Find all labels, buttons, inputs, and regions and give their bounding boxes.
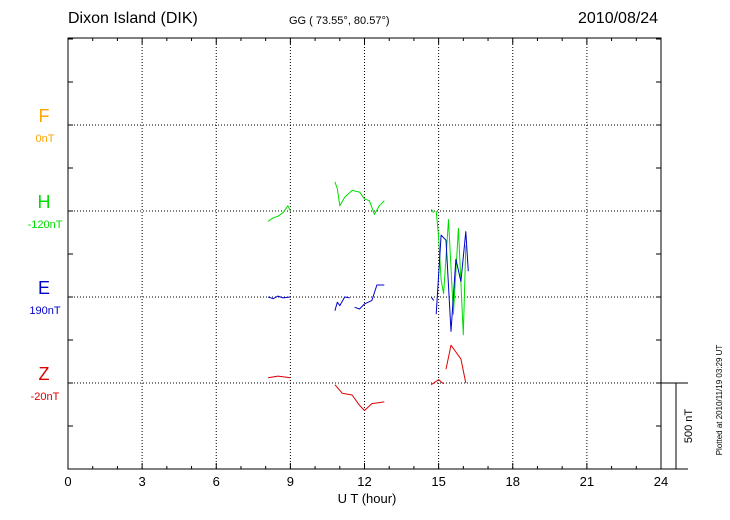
component-label-e: E bbox=[38, 278, 50, 298]
series-z-segment bbox=[430, 379, 444, 386]
x-tick-label: 15 bbox=[431, 474, 445, 489]
grid bbox=[68, 38, 661, 469]
x-tick-label: 6 bbox=[213, 474, 220, 489]
series-e-segment bbox=[430, 296, 435, 301]
component-offset-f: 0nT bbox=[36, 133, 55, 145]
series-z-segment bbox=[445, 344, 467, 384]
series bbox=[267, 181, 469, 411]
component-label-h: H bbox=[38, 192, 51, 212]
x-tick-label: 24 bbox=[654, 474, 668, 489]
series-h-segment bbox=[430, 209, 435, 213]
date-label: 2010/08/24 bbox=[578, 10, 659, 27]
component-label-z: Z bbox=[39, 364, 50, 384]
series-e-segment bbox=[354, 284, 385, 310]
series-h-segment bbox=[267, 205, 291, 222]
component-label-f: F bbox=[39, 106, 50, 126]
plot-timestamp: Plotted at 2010/11/19 03:29 UT bbox=[715, 345, 724, 456]
component-offset-e: 190nT bbox=[29, 305, 60, 317]
coordinates-label: GG ( 73.55°, 80.57°) bbox=[289, 15, 390, 27]
series-e-segment bbox=[334, 296, 350, 311]
scale-bar-label: 500 nT bbox=[683, 409, 695, 444]
scale-bar: 500 nT bbox=[661, 382, 695, 470]
component-offset-h: -120nT bbox=[28, 219, 63, 231]
x-tick-label: 0 bbox=[64, 474, 71, 489]
x-tick-label: 18 bbox=[506, 474, 520, 489]
axis-ticks: 0 3 6 9 12 15 18 21 24 bbox=[64, 38, 668, 489]
series-z-segment bbox=[268, 375, 291, 379]
x-tick-label: 3 bbox=[139, 474, 146, 489]
series-h-segment bbox=[435, 210, 467, 336]
station-title: Dixon Island (DIK) bbox=[68, 10, 198, 27]
x-tick-label: 12 bbox=[357, 474, 371, 489]
component-labels: F 0nT H -120nT E 190nT Z -20nT bbox=[28, 106, 63, 403]
series-e-segment bbox=[267, 295, 291, 300]
series-e-segment bbox=[435, 231, 469, 332]
component-offset-z: -20nT bbox=[31, 391, 60, 403]
x-axis-label: U T (hour) bbox=[338, 491, 397, 506]
series-z-segment bbox=[334, 384, 385, 411]
x-tick-label: 9 bbox=[287, 474, 294, 489]
x-tick-label: 21 bbox=[580, 474, 594, 489]
series-h-segment bbox=[334, 181, 385, 215]
